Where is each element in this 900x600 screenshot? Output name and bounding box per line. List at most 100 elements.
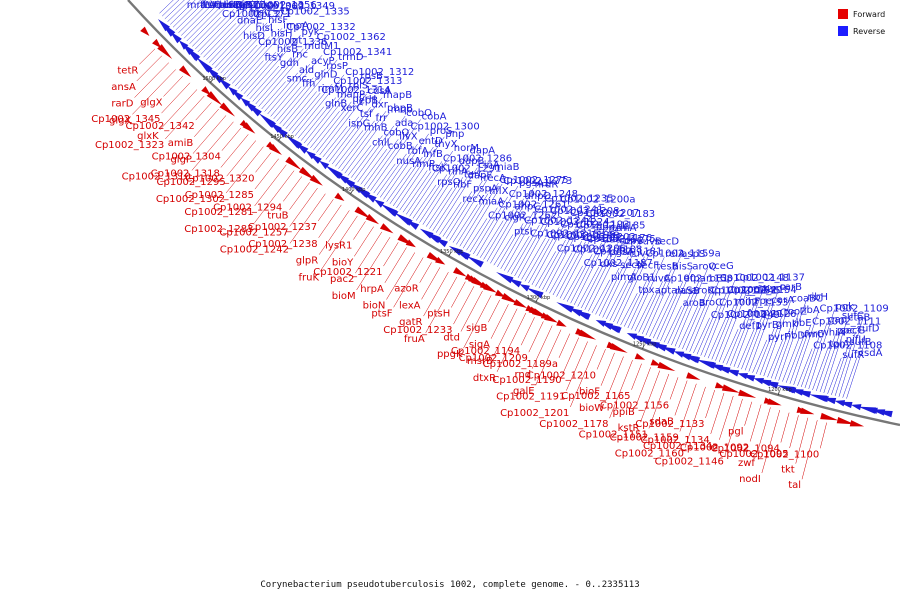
leader-line bbox=[604, 356, 624, 403]
leader-line bbox=[139, 48, 156, 65]
leader-line bbox=[161, 0, 180, 17]
leader-line bbox=[170, 0, 196, 25]
gene-label-forward: Cp1002_1178 bbox=[539, 419, 608, 430]
leader-line bbox=[344, 112, 390, 174]
leader-line bbox=[386, 252, 416, 300]
leader-line bbox=[634, 293, 654, 332]
leader-line bbox=[635, 367, 651, 407]
gene-label-reverse: ftsY bbox=[265, 53, 284, 64]
gene-label-reverse: Cp1002_1244 bbox=[524, 215, 593, 226]
leader-line bbox=[355, 231, 383, 274]
leader-line bbox=[386, 167, 412, 202]
leader-line bbox=[600, 352, 615, 386]
gene-arrow bbox=[626, 333, 638, 340]
gene-label-reverse: ruvB bbox=[639, 236, 662, 247]
gene-label-forward: Cp1002_1281 bbox=[184, 207, 253, 218]
gene-label-forward: lexA bbox=[399, 300, 421, 311]
leader-line bbox=[221, 127, 242, 151]
gene-label-reverse: Cp1002_1154 bbox=[727, 285, 796, 296]
gene-arrow bbox=[405, 239, 416, 248]
leader-line bbox=[719, 395, 734, 440]
gene-label-forward: sdaB bbox=[649, 416, 674, 427]
gene-label-reverse: xerC bbox=[341, 103, 364, 114]
leader-line bbox=[165, 95, 205, 140]
gene-arrow bbox=[757, 379, 772, 387]
gene-arrow bbox=[818, 396, 829, 403]
gene-label-reverse: pyk bbox=[302, 27, 320, 38]
leader-line bbox=[704, 280, 736, 358]
gene-label-reverse: Cp1002_1235 bbox=[544, 193, 613, 204]
leader-line bbox=[486, 198, 524, 262]
leader-line bbox=[631, 363, 642, 390]
gene-label-reverse: ahpC bbox=[514, 202, 540, 213]
gene-label-reverse: clgR bbox=[504, 213, 526, 224]
leader-line bbox=[749, 404, 762, 442]
leader-line bbox=[685, 293, 711, 351]
gene-label-reverse: Cp1002_1312 bbox=[345, 67, 414, 78]
leader-line bbox=[581, 254, 609, 309]
gene-label-reverse: pyrB bbox=[756, 320, 779, 331]
gene-arrow bbox=[849, 420, 865, 427]
gene-label-reverse: infB bbox=[423, 149, 443, 160]
gene-arrow bbox=[776, 385, 795, 394]
tick-label: 1400 kbp bbox=[342, 187, 366, 193]
gene-label-reverse: sepF bbox=[227, 0, 251, 11]
leader-line bbox=[134, 62, 169, 98]
leader-line bbox=[490, 187, 535, 264]
leader-line bbox=[319, 210, 350, 255]
gene-label-reverse: trmA bbox=[612, 223, 637, 234]
gene-label-reverse: Cp1002_1188 bbox=[573, 245, 642, 256]
gene-label-reverse: secG bbox=[841, 326, 866, 337]
gene-label-reverse: copC bbox=[619, 235, 644, 246]
leader-line bbox=[226, 44, 258, 79]
gene-arrow bbox=[435, 256, 446, 265]
gene-label-forward: ppiB bbox=[613, 407, 635, 418]
leader-line bbox=[392, 146, 434, 207]
gene-arrow bbox=[496, 272, 514, 284]
gene-label-forward: rarD bbox=[111, 99, 133, 110]
gene-label-reverse: cdsA bbox=[368, 86, 392, 97]
leader-line bbox=[756, 327, 775, 374]
leader-line bbox=[678, 305, 699, 348]
gene-label-forward: bioM bbox=[332, 291, 356, 302]
leader-line bbox=[562, 337, 579, 375]
leader-line bbox=[528, 227, 560, 284]
gene-label-reverse: Cp1002_1275 bbox=[499, 175, 568, 186]
leader-line bbox=[451, 281, 466, 308]
gene-label-reverse: mihF bbox=[735, 297, 760, 308]
leader-line bbox=[159, 0, 174, 14]
leader-line bbox=[778, 300, 807, 381]
leader-line bbox=[800, 335, 820, 388]
gene-label-reverse: rnhB bbox=[364, 122, 388, 133]
gene-label-reverse: frr bbox=[376, 113, 388, 124]
tick-mark bbox=[777, 391, 780, 396]
gene-arrow bbox=[721, 384, 740, 393]
leader-line bbox=[521, 237, 546, 280]
leader-line bbox=[596, 349, 606, 370]
leader-line bbox=[258, 39, 316, 107]
gene-label-reverse: Cp1002_1185 bbox=[576, 221, 645, 232]
gene-label-reverse: carB bbox=[779, 282, 802, 293]
gene-label-reverse: sufB bbox=[850, 337, 872, 348]
gene-label-reverse: Cp1002_1208 bbox=[550, 206, 619, 217]
gene-arrow bbox=[556, 319, 567, 327]
gene-label-reverse: metK bbox=[744, 284, 771, 295]
leader-line bbox=[531, 215, 570, 285]
gene-label-reverse: ctaB bbox=[848, 313, 871, 324]
tick-label: 1250 kbp bbox=[633, 341, 657, 347]
gene-label-reverse: ribD bbox=[784, 331, 805, 342]
gene-label-forward: Cp1002_1302 bbox=[156, 194, 225, 205]
leader-line bbox=[399, 170, 428, 211]
gene-label-forward: Cp1002_1210 bbox=[527, 370, 596, 381]
leader-line bbox=[842, 355, 858, 398]
gene-arrow bbox=[169, 31, 182, 44]
gene-label-reverse: ribF bbox=[453, 180, 472, 191]
gene-label-reverse: ald bbox=[299, 65, 314, 76]
leader-line bbox=[240, 51, 277, 92]
gene-leader-lines bbox=[132, 0, 865, 480]
gene-arrow bbox=[645, 340, 660, 349]
gene-label-reverse: trpC2 bbox=[253, 9, 281, 20]
gene-arrow bbox=[673, 351, 685, 358]
gene-label-reverse: coaBC bbox=[791, 294, 822, 305]
leader-line bbox=[232, 28, 283, 84]
